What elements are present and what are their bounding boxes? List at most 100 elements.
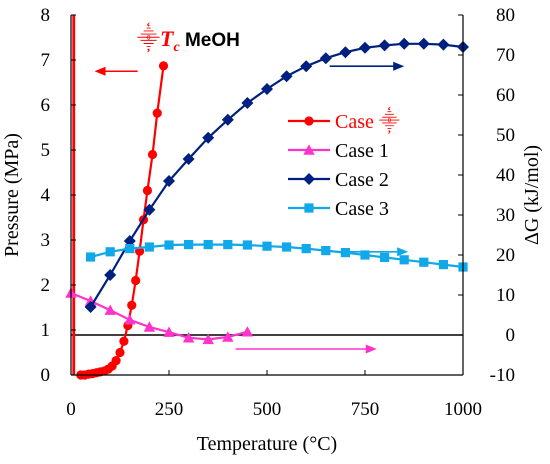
data-point: [143, 321, 156, 332]
series-case-2: [84, 37, 469, 313]
data-point: [84, 301, 97, 313]
data-point: [301, 244, 311, 254]
legend-label: Case 2: [335, 169, 389, 191]
right-y-tick-label: 20: [496, 245, 515, 266]
left-y-axis-title: Pressure (MPa): [1, 133, 23, 257]
x-tick-label: 1000: [444, 399, 482, 420]
data-point: [437, 38, 450, 51]
data-point: [262, 241, 272, 251]
x-tick-label: 250: [155, 399, 184, 420]
data-point: [340, 248, 350, 258]
data-point: [105, 247, 115, 257]
data-point: [104, 304, 116, 315]
right-y-tick-label: -10: [490, 365, 515, 386]
right-y-tick-label: 80: [496, 5, 515, 26]
data-point: [143, 203, 156, 216]
data-point: [164, 240, 174, 250]
arrow-head: [365, 344, 377, 354]
right-y-tick-label: 0: [506, 325, 516, 346]
left-y-tick-label: 8: [41, 5, 51, 26]
data-point: [321, 246, 331, 256]
data-point: [282, 242, 292, 252]
data-point: [241, 97, 254, 109]
right-y-tick-label: 40: [496, 165, 515, 186]
data-point: [223, 240, 233, 250]
data-point: [142, 185, 153, 196]
left-y-tick-label: 5: [41, 140, 51, 161]
data-point: [221, 113, 234, 126]
data-point: [144, 242, 154, 252]
right-y-tick-label: 30: [496, 205, 515, 226]
data-point: [419, 257, 429, 267]
left-y-tick-label: 2: [41, 275, 51, 296]
data-point: [86, 252, 96, 262]
series-line: [89, 42, 464, 308]
legend-swatch-marker: [304, 203, 314, 213]
data-point: [438, 260, 448, 270]
left-y-tick-label: 4: [41, 185, 51, 206]
data-point: [163, 326, 175, 337]
data-point: [182, 332, 195, 343]
annotation-label: Tc MeOH: [160, 26, 240, 55]
data-point: [104, 269, 117, 281]
data-point: [119, 336, 129, 346]
left-y-tick-label: 0: [41, 365, 51, 386]
series-case-3: [86, 240, 468, 272]
series-line: [70, 291, 248, 341]
data-point: [417, 37, 430, 50]
arrow-case: [94, 66, 138, 76]
data-point: [398, 37, 411, 50]
data-point: [111, 356, 121, 366]
data-point: [399, 255, 409, 265]
right-y-tick-label: 50: [496, 125, 515, 146]
legend-label: Case 1: [335, 140, 389, 162]
left-y-tick-label: 6: [41, 95, 51, 116]
data-point: [261, 83, 273, 95]
x-tick-label: 750: [351, 399, 380, 420]
data-point: [182, 153, 195, 165]
arrow-head: [397, 247, 409, 257]
data-point: [378, 39, 391, 52]
data-point: [242, 240, 252, 250]
left-y-tick-label: 7: [41, 50, 51, 71]
x-axis-title: Temperature (°C): [197, 433, 337, 455]
legend-item-case-2: Case 2: [288, 169, 389, 191]
arrow-case-1: [235, 344, 377, 354]
data-point: [380, 252, 390, 262]
series-case: [76, 61, 169, 380]
right-y-tick-label: 70: [496, 45, 515, 66]
data-point: [147, 149, 158, 160]
tick-layer: 0 250 500 750 1000 0 1 2 3 4 5 6 7 8 -10 0 10 20 30 40 50 60 7…: [41, 5, 516, 420]
data-point: [339, 46, 352, 59]
data-point: [202, 333, 214, 345]
data-point: [300, 60, 313, 73]
data-point: [203, 240, 213, 250]
legend-item-case: Case ⸎: [288, 106, 400, 134]
data-point: [360, 250, 370, 260]
data-point: [124, 314, 136, 325]
data-point: [163, 175, 175, 187]
data-point: [319, 52, 332, 65]
x-tick-label: 0: [66, 399, 76, 420]
arrow-layer: [94, 61, 409, 354]
data-point: [152, 108, 162, 118]
right-y-tick-label: 60: [496, 85, 515, 106]
data-point: [202, 131, 215, 144]
arrow-head: [94, 66, 106, 76]
arrow-head: [393, 61, 405, 71]
legend-label: Case 3: [335, 198, 389, 220]
annotation-symbol: ⸎: [137, 22, 160, 53]
series-layer: [65, 37, 469, 380]
data-point: [241, 326, 254, 337]
legend-swatch-marker: [304, 116, 314, 126]
data-point: [359, 41, 371, 54]
annotation-layer: ⸎ Tc MeOH: [137, 22, 240, 55]
legend: Case ⸎ Case 1 Case 2 Case 3: [288, 106, 400, 220]
left-y-tick-label: 1: [41, 320, 51, 341]
legend-swatch-marker: [303, 144, 315, 155]
arrow-case-3: [349, 247, 409, 257]
x-tick-label: 500: [253, 399, 282, 420]
arrow-case-2: [329, 61, 405, 71]
